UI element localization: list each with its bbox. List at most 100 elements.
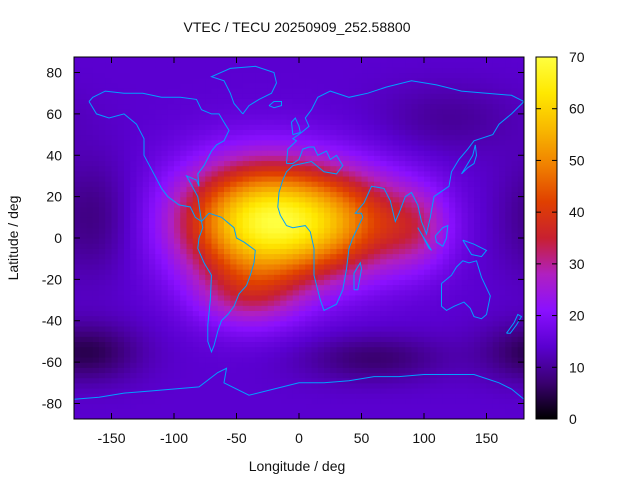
heatmap-cell bbox=[361, 243, 369, 249]
heatmap-cell bbox=[149, 201, 156, 208]
heatmap-cell bbox=[167, 98, 175, 105]
heatmap-cell bbox=[380, 325, 388, 332]
heatmap-cell bbox=[417, 103, 425, 110]
heatmap-cell bbox=[74, 367, 81, 374]
heatmap-cell bbox=[161, 77, 169, 84]
heatmap-cell bbox=[286, 294, 294, 301]
heatmap-cell bbox=[180, 398, 188, 405]
heatmap-cell bbox=[442, 129, 450, 136]
heatmap-cell bbox=[255, 150, 263, 156]
heatmap-cell bbox=[455, 139, 463, 146]
heatmap-cell bbox=[117, 139, 125, 146]
heatmap-cell bbox=[192, 222, 200, 229]
heatmap-cell bbox=[342, 170, 350, 177]
heatmap-cell bbox=[499, 212, 506, 218]
heatmap-cell bbox=[236, 119, 244, 125]
heatmap-cell bbox=[386, 72, 394, 79]
heatmap-cell bbox=[224, 356, 231, 363]
heatmap-cell bbox=[386, 253, 394, 260]
heatmap-cell bbox=[117, 150, 125, 156]
heatmap-cell bbox=[192, 150, 200, 156]
heatmap-cell bbox=[430, 362, 438, 368]
heatmap-cell bbox=[286, 206, 294, 213]
heatmap-cell bbox=[142, 93, 150, 99]
heatmap-cell bbox=[105, 139, 113, 146]
heatmap-cell bbox=[174, 362, 181, 368]
heatmap-cell bbox=[405, 57, 413, 63]
heatmap-cell bbox=[149, 57, 156, 63]
heatmap-cell bbox=[342, 356, 350, 363]
heatmap-cell bbox=[261, 351, 269, 358]
heatmap-cell bbox=[467, 253, 475, 260]
heatmap-cell bbox=[299, 310, 306, 317]
heatmap-cell bbox=[149, 362, 156, 368]
heatmap-cell bbox=[449, 382, 456, 389]
heatmap-cell bbox=[80, 305, 88, 311]
heatmap-cell bbox=[192, 248, 200, 255]
heatmap-cell bbox=[367, 269, 375, 275]
heatmap-cell bbox=[486, 238, 494, 244]
heatmap-cell bbox=[330, 72, 338, 79]
heatmap-cell bbox=[167, 269, 175, 275]
heatmap-cell bbox=[442, 119, 450, 125]
heatmap-cell bbox=[217, 232, 225, 239]
heatmap-cell bbox=[86, 77, 94, 84]
heatmap-cell bbox=[480, 289, 488, 296]
heatmap-cell bbox=[417, 57, 425, 63]
heatmap-cell bbox=[467, 403, 475, 410]
heatmap-cell bbox=[255, 103, 263, 110]
heatmap-cell bbox=[374, 217, 381, 224]
heatmap-cell bbox=[167, 181, 175, 187]
heatmap-cell bbox=[436, 186, 444, 193]
heatmap-cell bbox=[117, 367, 125, 374]
heatmap-cell bbox=[299, 346, 306, 353]
heatmap-cell bbox=[267, 206, 275, 213]
heatmap-cell bbox=[367, 341, 375, 348]
heatmap-cell bbox=[267, 82, 275, 89]
heatmap-cell bbox=[330, 181, 338, 187]
heatmap-cell bbox=[399, 341, 406, 348]
heatmap-cell bbox=[80, 72, 88, 79]
heatmap-cell bbox=[286, 387, 294, 394]
heatmap-cell bbox=[480, 325, 488, 332]
heatmap-cell bbox=[155, 93, 163, 99]
heatmap-cell bbox=[480, 248, 488, 255]
heatmap-cell bbox=[424, 279, 431, 286]
heatmap-cell bbox=[367, 150, 375, 156]
heatmap-cell bbox=[161, 362, 169, 368]
heatmap-cell bbox=[330, 67, 338, 74]
heatmap-cell bbox=[186, 217, 194, 224]
heatmap-cell bbox=[511, 413, 519, 419]
heatmap-cell bbox=[236, 325, 244, 332]
heatmap-cell bbox=[417, 93, 425, 99]
heatmap-cell bbox=[236, 351, 244, 358]
heatmap-cell bbox=[442, 279, 450, 286]
heatmap-cell bbox=[99, 248, 106, 255]
heatmap-cell bbox=[74, 315, 81, 322]
heatmap-cell bbox=[480, 165, 488, 172]
heatmap-cell bbox=[436, 341, 444, 348]
heatmap-cell bbox=[92, 336, 100, 343]
heatmap-cell bbox=[161, 129, 169, 136]
heatmap-cell bbox=[211, 191, 219, 198]
heatmap-cell bbox=[417, 170, 425, 177]
heatmap-cell bbox=[161, 269, 169, 275]
heatmap-cell bbox=[180, 88, 188, 94]
heatmap-cell bbox=[480, 77, 488, 84]
heatmap-cell bbox=[324, 72, 331, 79]
heatmap-cell bbox=[286, 72, 294, 79]
heatmap-cell bbox=[267, 196, 275, 203]
heatmap-cell bbox=[442, 284, 450, 291]
heatmap-cell bbox=[467, 284, 475, 291]
heatmap-cell bbox=[99, 356, 106, 363]
heatmap-cell bbox=[361, 263, 369, 270]
heatmap-cell bbox=[430, 227, 438, 234]
heatmap-cell bbox=[461, 387, 469, 394]
heatmap-cell bbox=[449, 119, 456, 125]
heatmap-cell bbox=[86, 243, 94, 249]
heatmap-cell bbox=[342, 186, 350, 193]
heatmap-cell bbox=[355, 362, 363, 368]
heatmap-cell bbox=[174, 175, 181, 182]
heatmap-cell bbox=[399, 336, 406, 343]
heatmap-cell bbox=[461, 398, 469, 405]
